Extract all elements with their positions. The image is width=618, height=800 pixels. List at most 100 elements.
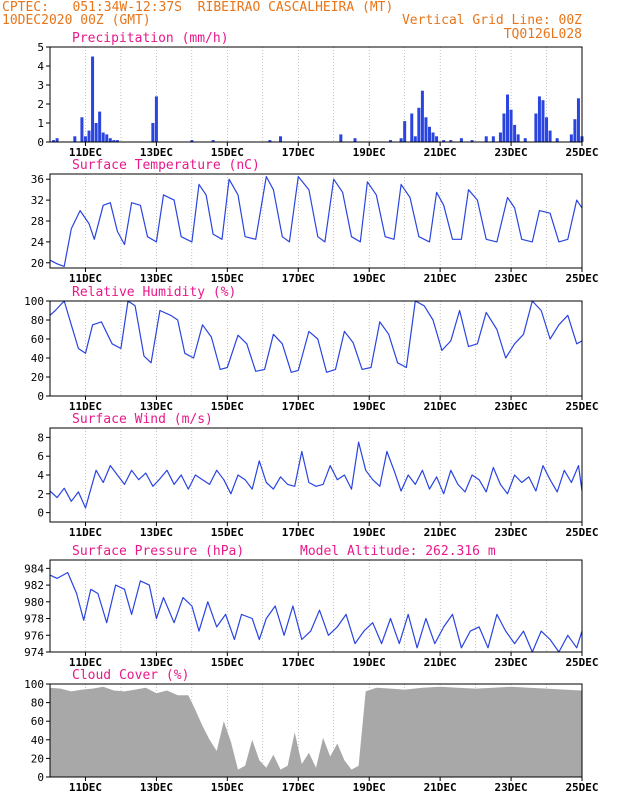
x-tick-label: 23DEC xyxy=(495,146,528,159)
x-tick-label: 13DEC xyxy=(140,781,173,794)
precip-bar xyxy=(211,140,215,142)
y-tick-label: 2 xyxy=(37,488,44,501)
panel-frame xyxy=(49,683,583,778)
precip-bar xyxy=(513,124,517,142)
precip-bar xyxy=(353,138,357,142)
precip-bar xyxy=(108,138,112,142)
precip-bar xyxy=(427,126,431,142)
x-tick-label: 13DEC xyxy=(140,400,173,413)
precip-bar xyxy=(151,123,155,142)
precip-bar xyxy=(502,113,506,142)
model-altitude: Model Altitude: 262.316 m xyxy=(300,544,496,559)
y-tick-label: 20 xyxy=(31,371,44,384)
precip-bar xyxy=(190,140,194,142)
precip-bar xyxy=(534,113,538,142)
precip-bar xyxy=(80,117,84,142)
y-tick-label: 28 xyxy=(31,215,44,228)
precip-bar xyxy=(279,136,283,142)
precip-bar xyxy=(442,140,446,142)
y-tick-label: 5 xyxy=(37,41,44,54)
x-tick-label: 15DEC xyxy=(211,781,244,794)
y-tick-label: 40 xyxy=(31,352,44,365)
x-tick-label: 15DEC xyxy=(211,400,244,413)
x-tick-label: 15DEC xyxy=(211,272,244,285)
x-tick-label: 21DEC xyxy=(424,526,457,539)
x-tick-label: 25DEC xyxy=(565,526,598,539)
precip-bar xyxy=(410,113,414,142)
precip-bar xyxy=(555,138,559,142)
x-tick-label: 19DEC xyxy=(353,146,386,159)
x-tick-label: 13DEC xyxy=(140,656,173,669)
precip-bar xyxy=(449,140,453,142)
precip-bar xyxy=(55,138,59,142)
panel-1 xyxy=(46,46,584,146)
y-tick-label: 4 xyxy=(37,469,44,482)
precip-bar xyxy=(268,140,272,142)
y-tick-label: 1 xyxy=(37,117,44,130)
precip-bar xyxy=(52,140,56,142)
panel-3 xyxy=(46,300,583,400)
x-tick-label: 23DEC xyxy=(495,272,528,285)
x-tick-label: 17DEC xyxy=(282,400,315,413)
precip-bar xyxy=(516,134,520,142)
precip-bar xyxy=(537,96,541,142)
y-tick-label: 80 xyxy=(31,697,44,710)
precip-bar xyxy=(91,56,95,142)
y-tick-label: 100 xyxy=(24,295,44,308)
x-tick-label: 19DEC xyxy=(353,656,386,669)
y-tick-label: 60 xyxy=(31,715,44,728)
x-tick-label: 19DEC xyxy=(353,272,386,285)
precip-bar xyxy=(94,123,98,142)
precip-bar xyxy=(498,132,502,142)
x-tick-label: 25DEC xyxy=(565,400,598,413)
series-line xyxy=(49,571,583,653)
precip-bar xyxy=(83,136,87,142)
precip-bar xyxy=(509,109,513,142)
x-tick-label: 15DEC xyxy=(211,146,244,159)
y-tick-label: 36 xyxy=(31,173,44,186)
precip-bar xyxy=(569,134,573,142)
panel-2 xyxy=(46,173,583,272)
precip-bar xyxy=(115,140,119,142)
grid-note: Vertical Grid Line: 00Z xyxy=(401,13,582,28)
panel-title: Surface Pressure (hPa) xyxy=(72,544,244,559)
y-tick-label: 984 xyxy=(24,562,44,575)
x-tick-label: 25DEC xyxy=(565,656,598,669)
y-tick-label: 100 xyxy=(24,678,44,691)
x-tick-label: 19DEC xyxy=(353,781,386,794)
y-tick-label: 40 xyxy=(31,734,44,747)
x-tick-label: 17DEC xyxy=(282,146,315,159)
x-tick-label: 21DEC xyxy=(424,400,457,413)
precip-bar xyxy=(491,136,495,142)
x-tick-label: 11DEC xyxy=(69,781,102,794)
x-tick-label: 21DEC xyxy=(424,146,457,159)
precip-bar xyxy=(399,138,403,142)
panel-title: Surface Wind (m/s) xyxy=(72,412,213,427)
precip-bar xyxy=(388,140,392,142)
y-tick-label: 8 xyxy=(37,431,44,444)
series-line xyxy=(49,300,583,373)
panel-frame xyxy=(49,559,583,653)
precip-bar xyxy=(470,140,474,142)
x-tick-label: 11DEC xyxy=(69,526,102,539)
y-tick-label: 80 xyxy=(31,314,44,327)
y-tick-label: 978 xyxy=(24,613,44,626)
x-tick-label: 17DEC xyxy=(282,656,315,669)
x-tick-label: 11DEC xyxy=(69,146,102,159)
y-tick-label: 976 xyxy=(24,629,44,642)
x-tick-label: 19DEC xyxy=(353,400,386,413)
x-tick-label: 13DEC xyxy=(140,526,173,539)
precip-bar xyxy=(101,132,105,142)
precip-bar xyxy=(576,98,580,142)
x-tick-label: 13DEC xyxy=(140,272,173,285)
precip-bar xyxy=(154,96,158,142)
y-tick-label: 4 xyxy=(37,60,44,73)
x-tick-label: 25DEC xyxy=(565,272,598,285)
panel-frame xyxy=(49,46,583,143)
precip-bar xyxy=(98,111,102,142)
x-tick-label: 13DEC xyxy=(140,146,173,159)
panel-5 xyxy=(46,559,583,656)
x-tick-label: 15DEC xyxy=(211,656,244,669)
precip-bar xyxy=(484,136,488,142)
x-tick-label: 11DEC xyxy=(69,656,102,669)
